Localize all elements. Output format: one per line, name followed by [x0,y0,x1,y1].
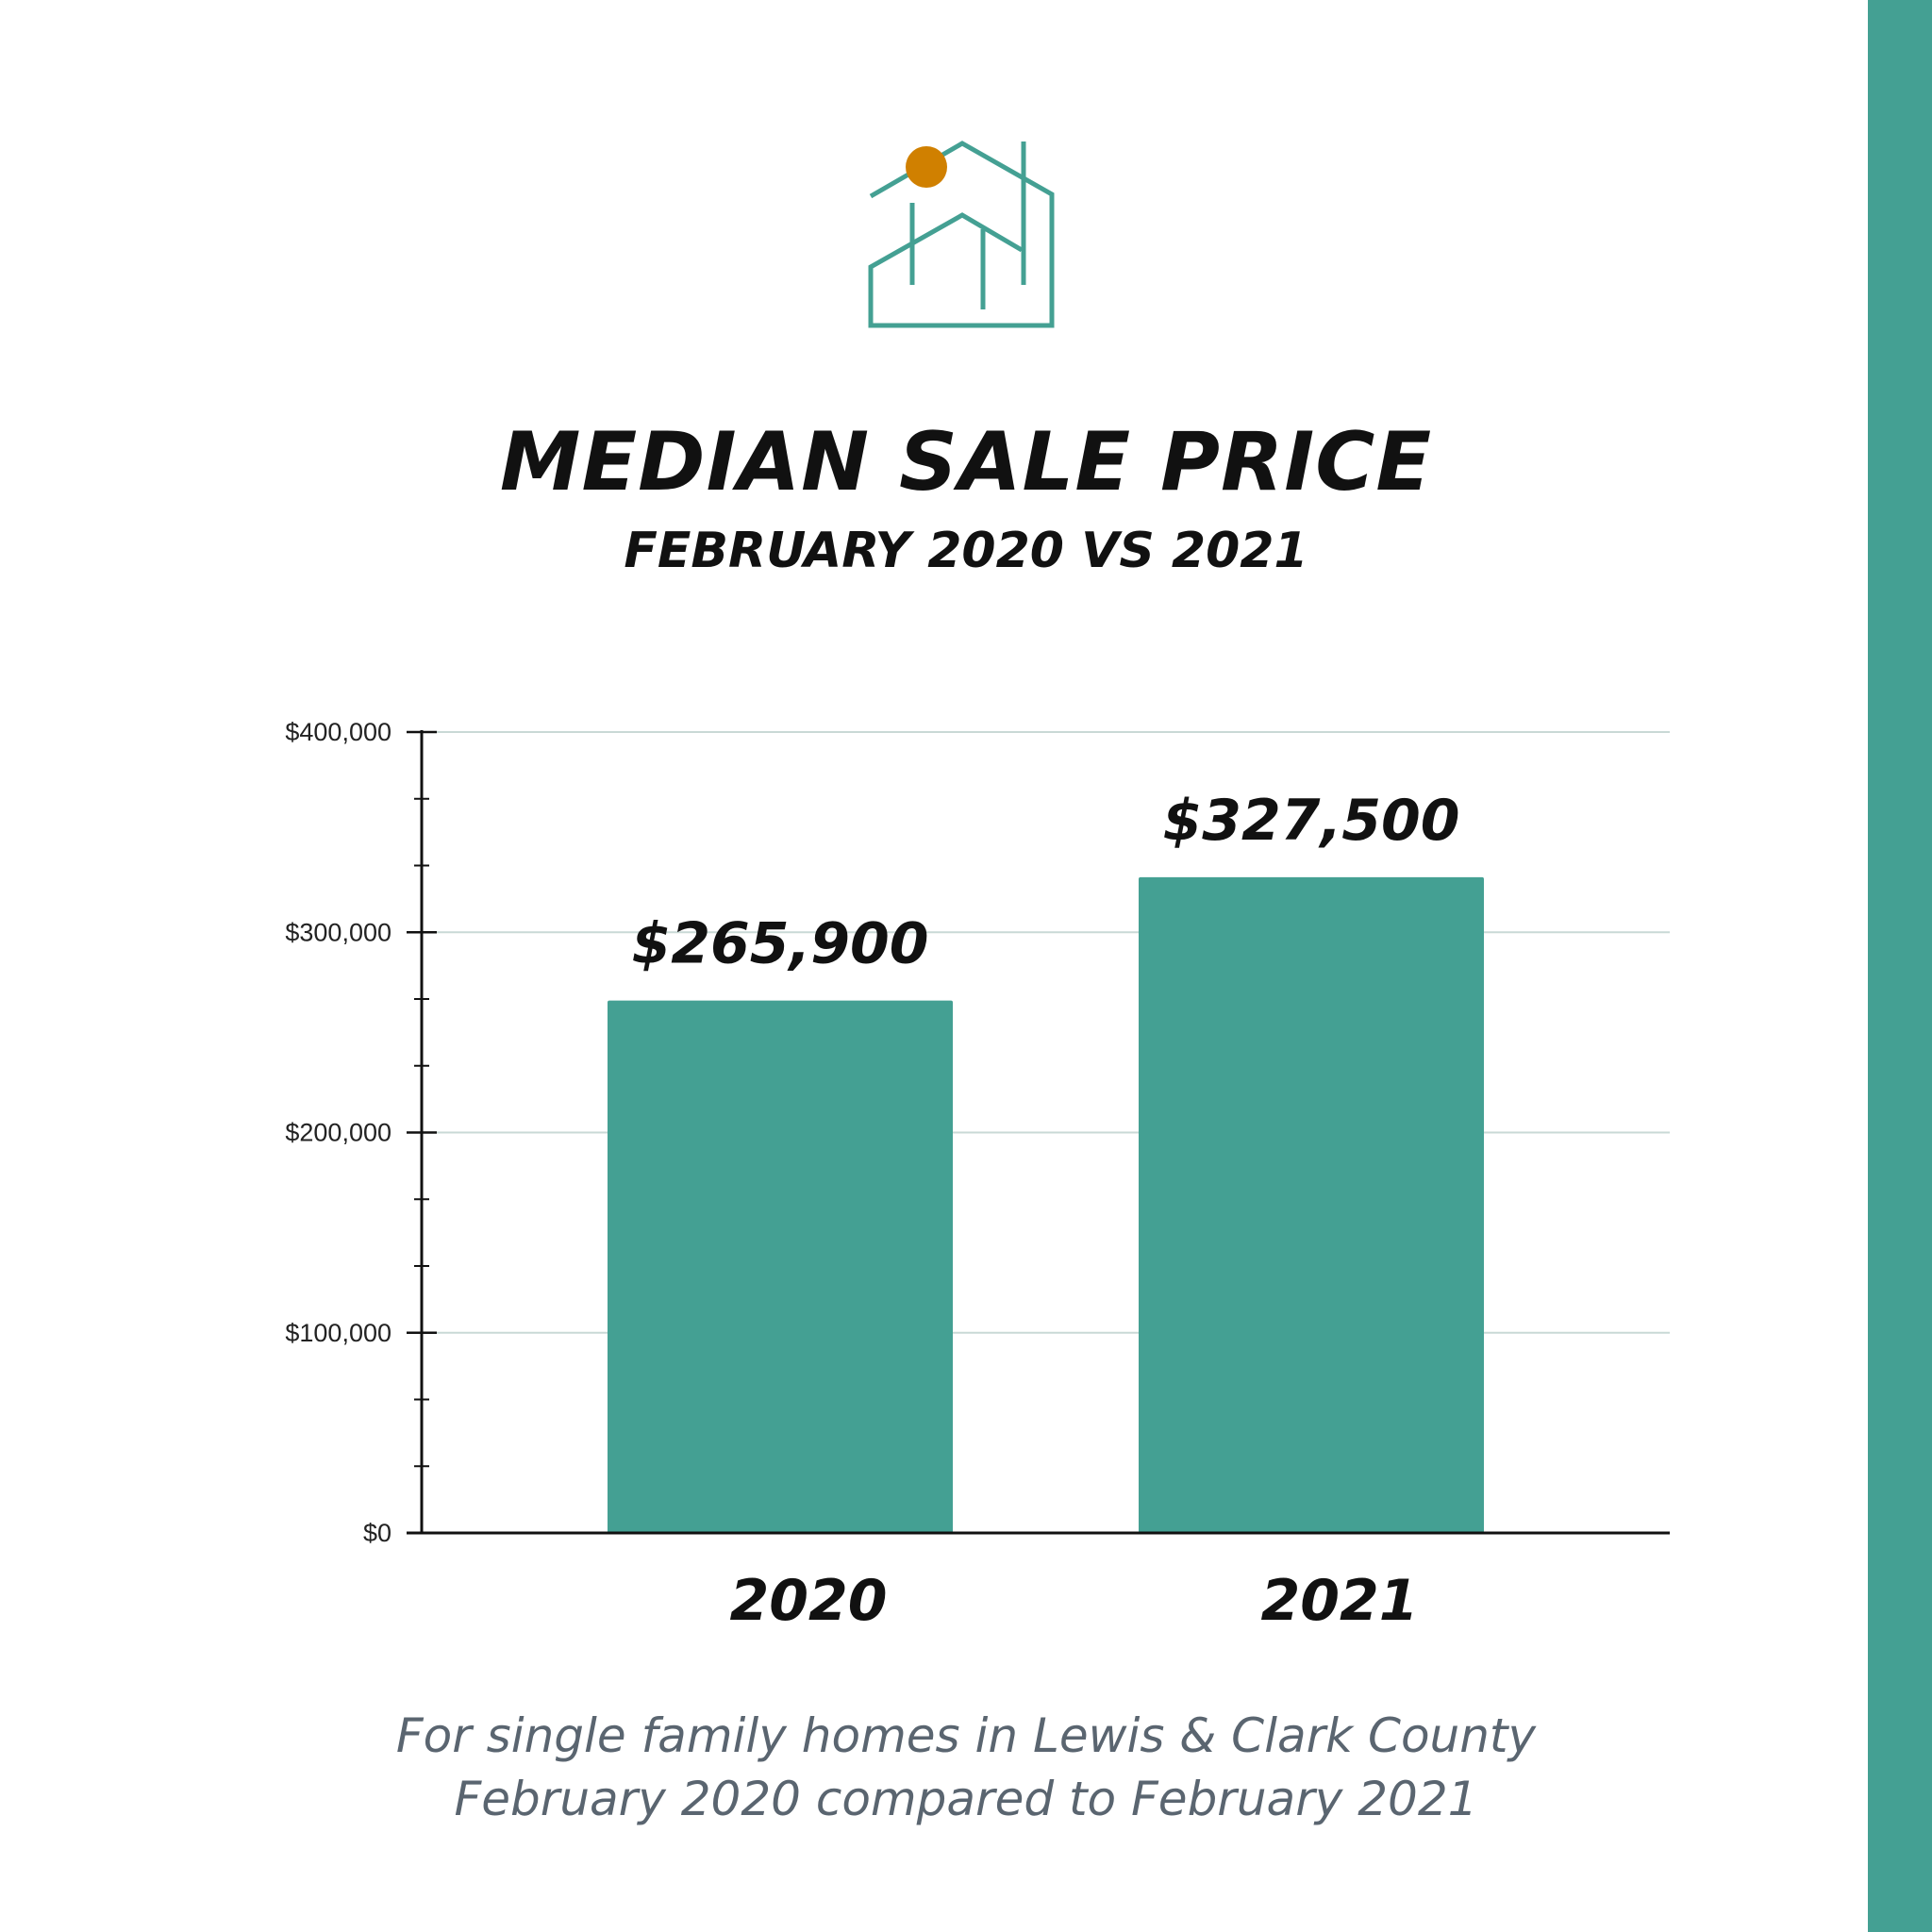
data-label: $265,900 [631,911,928,977]
y-tick-label: $0 [363,1519,391,1547]
bar-2020 [608,1000,953,1533]
bar-2021 [1139,876,1484,1533]
y-tick-label: $200,000 [285,1119,391,1147]
footnote-line-2: February 2020 compared to February 2021 [454,1772,1478,1826]
house-icon [868,141,1055,328]
data-label: $327,500 [1162,788,1459,854]
x-tick-label: 2020 [730,1568,888,1634]
y-tick-label: $100,000 [285,1319,391,1347]
house-icon-dot [906,146,947,188]
x-tick-label: 2021 [1261,1568,1419,1634]
page-subtitle: FEBRUARY 2020 VS 2021 [624,523,1308,579]
page-title: MEDIAN SALE PRICE [499,415,1433,509]
footnote-line-1: For single family homes in Lewis & Clark… [395,1708,1537,1763]
y-tick-label: $400,000 [285,718,391,746]
y-tick-label: $300,000 [285,918,391,946]
side-accent-stripe [1868,0,1932,1932]
house-icon-lines [868,141,1055,328]
